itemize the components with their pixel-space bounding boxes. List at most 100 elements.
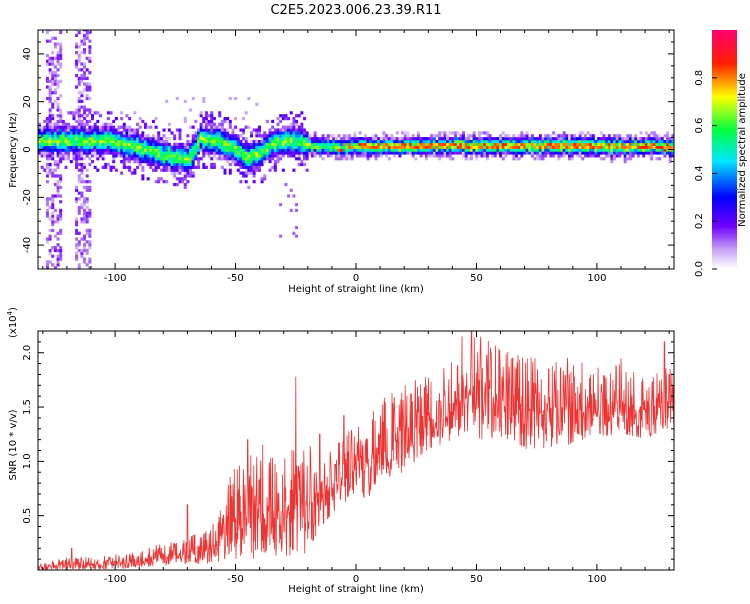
spectrogram-cell [337,157,341,161]
spectrogram-cell [69,134,73,138]
spectrogram-cell [215,139,219,144]
spectrogram-cell [120,125,124,129]
spectrogram-cell [520,148,524,152]
spectrogram-cell [406,134,410,138]
spectrogram-cell [271,137,275,141]
spectrogram-cell [154,148,158,152]
spectrogram-cell [83,165,87,169]
spectrogram-cell [263,131,267,135]
spectrogram-cell [488,137,492,141]
spectrogram-cell [56,137,60,141]
spectrogram-cell [80,137,84,141]
spectrogram-cell [435,134,439,138]
spectrogram-cell [85,248,89,253]
spectrogram-cell [120,171,124,175]
spectrogram-cell [85,214,89,218]
spectrogram-cell [43,134,47,138]
spectrogram-cell [263,174,267,178]
spectrogram-cell [223,139,227,144]
spectrogram-cell [353,145,357,149]
spectrogram-cell [557,151,561,155]
spectrogram-cell [562,139,566,144]
spectrogram-cell [202,96,206,101]
spectrogram-cell [602,157,606,161]
spectrogram-cell [202,151,206,155]
spectrogram-cell [271,157,275,161]
spectrogram-cell [342,157,346,161]
spectrogram-cell [128,154,132,158]
spectrogram-cell [59,111,63,115]
spectrogram-cell [239,151,243,155]
spectrogram-cell [557,157,561,161]
spectrogram-cell [438,131,442,135]
spectrogram-cell [59,125,63,129]
spectrogram-cell [231,157,235,161]
spectrogram-cell [117,131,121,135]
spectrogram-cell [207,134,211,138]
spectrogram-cell [75,217,79,221]
spectrogram-cell [244,111,248,115]
spectrogram-cell [51,145,55,149]
spectrogram-cell [157,154,161,158]
spectrogram-cell [615,151,619,155]
spectrogram-cell [199,148,203,152]
spectrogram-cell [45,211,49,215]
spectrogram-cell [80,217,84,221]
spectrogram-cell [329,154,333,158]
spectrogram-cell [59,51,63,55]
spectrogram-cell [77,125,81,129]
spectrogram-cell [350,139,354,144]
spectrogram-cell [141,168,145,172]
spectrogram-cell [215,131,219,135]
spectrogram-cell [607,134,611,138]
spectrogram-cell [265,134,269,138]
spectrogram-cell [167,160,171,164]
spectrogram-cell [69,111,73,115]
spectrogram-cell [411,151,415,155]
spectrogram-cell [104,131,108,135]
spectrogram-cell [109,111,113,115]
spectrogram-cell [75,243,79,247]
spectrogram-cell [398,151,402,155]
spectrogram-cell [40,125,44,129]
spectrogram-cell [252,157,256,161]
spectrogram-cell [56,162,60,167]
spectrogram-cell [186,171,190,175]
spectrogram-cell [318,148,322,152]
spectrogram-cell [332,148,336,152]
spectrogram-cell [125,151,129,155]
spectrogram-cell [51,211,55,215]
spectrogram-cell [565,134,569,138]
spectrogram-cell [83,105,87,109]
spectrogram-cell [538,145,542,149]
spectrogram-cell [61,157,65,161]
spectrogram-cell [45,134,49,138]
spectrogram-cell [430,148,434,152]
spectrogram-cell [133,148,137,152]
spectrogram-cell [438,151,442,155]
spectrogram-cell [276,148,280,152]
spectrogram-cell [75,145,79,149]
spectrogram-cell [53,208,57,212]
spectrogram-cell [570,137,574,141]
spectrogram-cell [512,145,516,149]
spectrogram-cell [159,177,163,181]
spectrogram-cell [565,139,569,144]
spectrogram-cell [91,148,94,152]
spectrogram-cell [477,137,481,141]
spectrogram-cell [271,165,275,169]
spectrogram-cell [75,111,79,115]
spectrogram-cell [610,142,614,147]
spectrogram-cell [175,128,179,132]
spectrogram-cell [366,148,370,152]
spectrogram-cell [72,125,76,129]
spectrogram-cell [45,139,49,144]
spectrogram-cell [581,142,585,147]
spectrogram-cell [247,157,251,161]
spectrogram-cell [189,145,193,149]
spectrogram-cell [387,142,391,147]
spectrogram-cell [133,128,137,132]
spectrogram-cell [83,217,87,221]
spectrogram-cell [522,145,526,149]
